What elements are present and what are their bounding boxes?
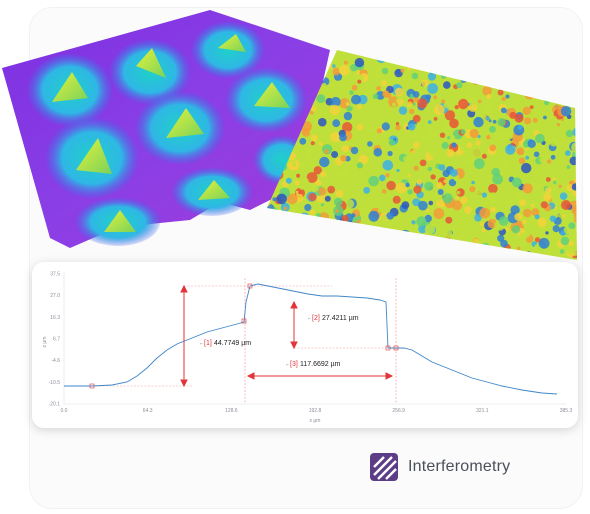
y-axis-unit: z µm	[42, 337, 48, 348]
svg-text:[3]: [3]	[290, 361, 298, 368]
measure-point[interactable]	[241, 318, 247, 324]
measurement-label-1: ⌐ [1] 44.7749 µm	[200, 340, 251, 347]
y-tick-label: -20.1	[49, 402, 61, 408]
x-tick-label: 0.0	[61, 408, 68, 414]
x-tick-label: 64.3	[143, 408, 153, 414]
svg-text:⌐: ⌐	[286, 362, 289, 368]
width-arrow-3	[246, 372, 394, 380]
y-tick-label: -4.6	[51, 358, 60, 364]
profile-line	[64, 283, 558, 395]
y-tick-label: 37.5	[50, 272, 60, 278]
height-arrow-1	[180, 284, 188, 388]
profile-chart: 37.5 27.0 16.3 6.7 -4.6 -10.5 -20.1 0.0 64.3 128…	[42, 272, 573, 425]
svg-text:⌐: ⌐	[308, 316, 311, 322]
y-tick-group: 37.5 27.0 16.3 6.7 -4.6 -10.5 -20.1	[49, 272, 61, 408]
svg-text:27.4211 µm: 27.4211 µm	[322, 315, 359, 322]
measure-point[interactable]	[393, 345, 399, 351]
height-arrow-2	[290, 300, 298, 350]
y-tick-label: 27.0	[50, 293, 60, 299]
surface-3d-roughness	[267, 50, 577, 260]
interferometry-icon	[370, 453, 398, 481]
svg-text:117.6692 µm: 117.6692 µm	[300, 361, 341, 368]
svg-text:[1]: [1]	[204, 340, 212, 347]
x-tick-label: 321.1	[476, 408, 489, 414]
interferometry-badge: Interferometry	[370, 452, 510, 482]
svg-text:⌐: ⌐	[200, 341, 203, 347]
x-tick-label: 385.3	[560, 408, 573, 414]
x-tick-label: 256.9	[392, 408, 405, 414]
profile-panel: 37.5 27.0 16.3 6.7 -4.6 -10.5 -20.1 0.0 64.3 128…	[32, 262, 578, 428]
y-tick-label: 16.3	[50, 315, 60, 321]
svg-text:44.7749 µm: 44.7749 µm	[214, 340, 251, 347]
y-tick-label: -10.5	[49, 380, 61, 386]
measurement-label-3: ⌐ [3] 117.6692 µm	[286, 361, 341, 368]
measure-point[interactable]	[89, 383, 95, 389]
x-tick-label: 192.8	[309, 408, 322, 414]
x-tick-label: 128.6	[225, 408, 238, 414]
measure-point[interactable]	[385, 345, 391, 351]
x-tick-group: 0.0 64.3 128.6 192.8 256.9 321.1 385.3	[61, 408, 573, 414]
y-tick-label: 6.7	[53, 337, 60, 343]
surface-3d-pyramids	[2, 10, 330, 248]
badge-label: Interferometry	[408, 458, 511, 475]
measure-point[interactable]	[247, 283, 253, 289]
x-axis-unit: x µm	[310, 418, 321, 424]
svg-text:[2]: [2]	[312, 315, 320, 322]
measurement-label-2: ⌐ [2] 27.4211 µm	[308, 315, 359, 322]
